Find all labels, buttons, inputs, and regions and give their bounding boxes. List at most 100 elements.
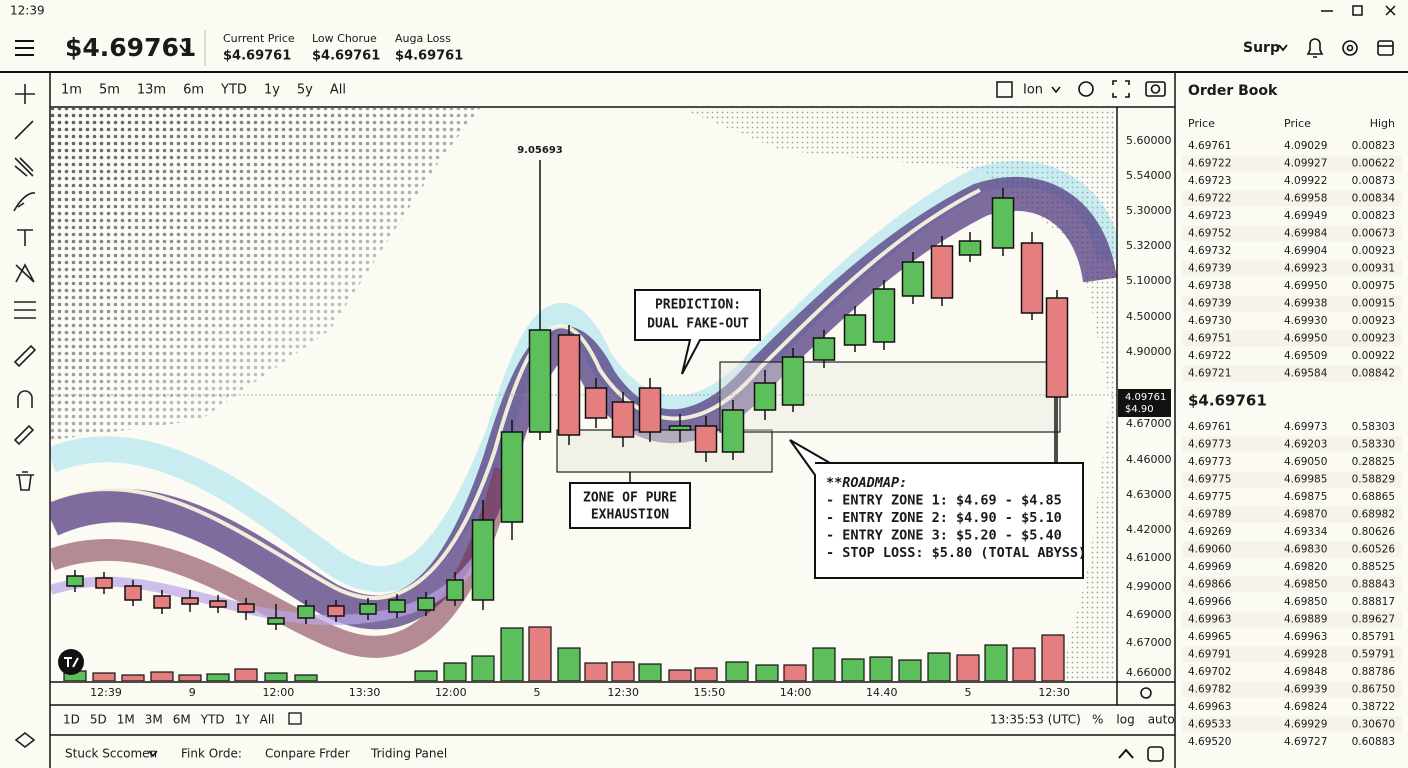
header-price[interactable]: $4.69761 (65, 33, 196, 62)
stat-label: Low Chorue (312, 32, 377, 45)
time-axis-label: 9 (189, 686, 196, 699)
candle-body (297, 605, 315, 619)
toggle-checkbox[interactable] (996, 81, 1013, 98)
text-tool[interactable] (17, 229, 33, 246)
order-book-cell: 4.69060 (1188, 544, 1231, 556)
stat-label: Auga Loss (395, 32, 451, 45)
order-book-cell: 0.00873 (1352, 175, 1395, 187)
maximize-panel[interactable] (1147, 746, 1164, 762)
settings-icon[interactable] (1342, 40, 1358, 56)
candle-body (557, 334, 581, 436)
order-book-cell: 0.00975 (1352, 280, 1395, 292)
delete-tool[interactable] (16, 471, 34, 491)
interval-button[interactable]: YTD (220, 83, 247, 98)
interval-button[interactable]: 5y (297, 83, 313, 98)
indicator-settings[interactable] (1078, 81, 1094, 97)
order-book-cell: 4.69738 (1188, 280, 1231, 292)
candle-body (446, 579, 464, 601)
order-book-cell: 4.69848 (1284, 666, 1327, 678)
candle-body (872, 288, 896, 343)
order-book-cell: 4.69850 (1284, 596, 1327, 608)
wallet-icon[interactable] (1377, 40, 1394, 56)
candle-body (611, 401, 635, 438)
measure-tool[interactable] (13, 344, 37, 368)
snapshot-button[interactable] (1145, 81, 1166, 97)
account-menu[interactable]: Surp (1243, 40, 1280, 56)
interval-button[interactable]: 6m (183, 83, 204, 98)
candle-body (721, 409, 745, 453)
price-axis-label: 5.32000 (1126, 239, 1172, 252)
order-book-cell: 4.69723 (1188, 175, 1231, 187)
fib-tool[interactable] (14, 157, 34, 177)
candle-body (267, 617, 285, 625)
scale-option[interactable]: % (1092, 713, 1103, 727)
order-book-cell: 0.60526 (1352, 544, 1396, 556)
interval-button[interactable]: 1y (264, 83, 280, 98)
collapse-panel[interactable] (1118, 748, 1134, 759)
lock-tool[interactable] (13, 424, 35, 446)
interval-button[interactable]: 13m (137, 83, 166, 98)
panel-tab[interactable]: Fink Orde: (181, 747, 242, 761)
magnet-tool[interactable] (17, 390, 33, 408)
order-book-cell: 0.38722 (1352, 701, 1395, 713)
time-axis-label: 12:00 (263, 686, 295, 699)
price-axis-label: 5.10000 (1126, 274, 1172, 287)
interval-button[interactable]: All (330, 83, 346, 98)
date-range-button[interactable] (288, 712, 302, 725)
panel-tab[interactable]: Stuck Sccomen (65, 747, 157, 761)
forecast-tool[interactable] (14, 301, 36, 319)
order-row-bg (1182, 734, 1402, 750)
scale-option[interactable]: auto (1148, 713, 1175, 727)
order-row-bg (1182, 716, 1402, 733)
range-button[interactable]: 6M (173, 713, 191, 727)
order-book-cell: 4.69985 (1284, 474, 1327, 486)
interval-button[interactable]: 1m (61, 83, 82, 98)
volume-bar (528, 626, 552, 681)
range-button[interactable]: 1M (117, 713, 135, 727)
order-book-cell: 0.00915 (1352, 298, 1395, 310)
layers-tool[interactable] (14, 731, 36, 749)
range-button[interactable]: 3M (145, 713, 163, 727)
menu-button[interactable] (15, 40, 34, 56)
price-axis-label: 4.67000 (1126, 636, 1172, 649)
order-book-cell: 4.69850 (1284, 579, 1327, 591)
fullscreen-button[interactable] (1112, 80, 1130, 98)
order-book-cell: 4.69923 (1284, 263, 1327, 275)
order-book-cell: 4.69824 (1284, 701, 1328, 713)
zone-label: ZONE OF PURE (583, 491, 677, 506)
volume-bar (783, 664, 807, 681)
candle-body (471, 519, 495, 601)
window-controls[interactable] (1321, 5, 1396, 16)
panel-tab[interactable]: Conpare Frder (265, 747, 350, 761)
order-book-cell: 4.09927 (1284, 158, 1327, 170)
crosshair-tool[interactable] (15, 84, 35, 104)
order-book-cell: 0.00823 (1352, 140, 1395, 152)
order-row-bg (1182, 629, 1402, 645)
panel-tab[interactable]: Triding Panel (370, 747, 447, 761)
order-book-cell: 0.88843 (1352, 579, 1395, 591)
range-button[interactable]: All (260, 713, 275, 727)
axis-settings[interactable] (1140, 687, 1152, 699)
range-button[interactable]: YTD (200, 713, 225, 727)
range-button[interactable]: 1D (63, 713, 80, 727)
candle-body (153, 595, 171, 609)
volume-bar (443, 662, 467, 681)
order-book-cell: 4.69950 (1284, 280, 1327, 292)
zone-label: EXHAUSTION (591, 508, 669, 523)
candle-body (95, 577, 113, 589)
toggle-label[interactable]: Ion (1023, 83, 1043, 98)
order-book-cell: 4.69722 (1188, 193, 1231, 205)
range-button[interactable]: 1Y (235, 713, 251, 727)
brush-tool[interactable] (13, 192, 36, 212)
range-button[interactable]: 5D (90, 713, 107, 727)
notifications-icon[interactable] (1306, 38, 1324, 58)
interval-button[interactable]: 5m (99, 83, 120, 98)
order-book-cell: 4.69939 (1284, 684, 1327, 696)
order-book-cell: 0.58330 (1352, 439, 1395, 451)
scale-option[interactable]: log (1116, 713, 1134, 727)
prediction-callout (634, 289, 761, 375)
volume-bar (557, 647, 581, 681)
trendline-tool[interactable] (14, 120, 34, 140)
order-book-cell: 4.69963 (1188, 701, 1231, 713)
pattern-tool[interactable] (15, 263, 35, 283)
